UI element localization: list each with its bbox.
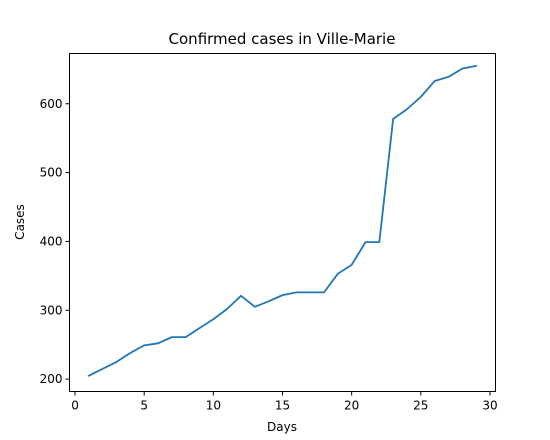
series-group — [87, 64, 478, 377]
x-axis-ticks: 0 5 10 15 20 25 30 — [71, 391, 498, 413]
series-line — [87, 64, 478, 377]
y-tick-label: 500 — [40, 166, 63, 180]
y-axis-ticks: 200 300 400 500 600 — [40, 97, 70, 386]
x-tick-label: 15 — [275, 399, 290, 413]
y-axis-label: Cases — [13, 204, 27, 240]
x-tick-label: 25 — [413, 399, 428, 413]
plot-area-frame — [69, 53, 496, 392]
x-tick-label: 10 — [206, 399, 221, 413]
y-tick-label: 200 — [40, 372, 63, 386]
x-tick-label: 5 — [140, 399, 148, 413]
y-tick-label: 400 — [40, 234, 63, 248]
x-axis-label: Days — [267, 420, 297, 434]
chart-title: Confirmed cases in Ville-Marie — [169, 30, 396, 48]
y-tick-label: 300 — [40, 303, 63, 317]
x-tick-label: 20 — [344, 399, 359, 413]
x-tick-label: 0 — [71, 399, 79, 413]
y-tick-label: 600 — [40, 97, 63, 111]
x-tick-label: 30 — [482, 399, 497, 413]
